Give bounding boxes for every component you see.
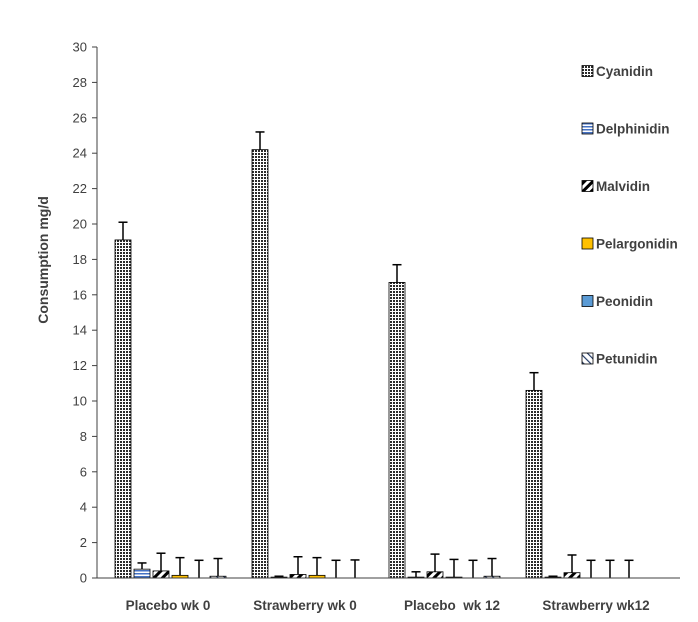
bar	[289, 574, 307, 579]
y-tick-label: 18	[73, 252, 87, 267]
bar	[388, 282, 406, 579]
y-tick-label: 4	[80, 500, 87, 515]
legend-item: Cyanidin	[581, 64, 653, 79]
bar-group	[251, 131, 363, 579]
bar	[426, 571, 444, 579]
legend-label: Malvidin	[596, 179, 650, 194]
legend-item: Peonidin	[581, 294, 653, 309]
legend-item: Pelargonidin	[581, 237, 678, 252]
legend-label: Cyanidin	[596, 64, 653, 79]
legend-swatch	[581, 295, 594, 307]
legend-item: Petunidin	[581, 352, 658, 367]
legend-swatch	[581, 237, 594, 250]
bar-group	[525, 371, 634, 579]
y-tick-label: 10	[73, 394, 87, 409]
legend-swatch	[581, 180, 594, 192]
y-tick-label: 0	[80, 571, 87, 586]
bar	[251, 149, 269, 579]
y-tick-label: 16	[73, 287, 87, 302]
y-tick-label: 12	[73, 358, 87, 373]
legend: Cyanidin Delphinidin Malvidin Pelargonidin P…	[581, 64, 678, 367]
bar	[563, 572, 581, 579]
y-tick-label: 6	[80, 464, 87, 479]
legend-item: Malvidin	[581, 179, 650, 194]
x-tick-label: Placebo wk 12	[404, 598, 500, 613]
legend-item: Delphinidin	[581, 122, 670, 137]
legend-label: Peonidin	[596, 294, 653, 309]
legend-label: Pelargonidin	[596, 237, 678, 252]
y-tick-label: 24	[73, 146, 87, 161]
legend-label: Delphinidin	[596, 122, 670, 137]
y-tick-label: 28	[73, 75, 87, 90]
bar	[525, 389, 543, 579]
bar	[114, 239, 132, 579]
x-tick-label: Placebo wk 0	[126, 598, 211, 613]
bar	[152, 570, 170, 579]
x-tick-label: Strawberry wk 0	[253, 598, 357, 613]
axes	[96, 47, 680, 579]
category-labels: Placebo wk 0 Strawberry wk 0 Placebo wk 12…	[126, 598, 650, 613]
y-tick-label: 14	[73, 323, 87, 338]
y-tick-label: 2	[80, 535, 87, 550]
x-tick-label: Strawberry wk12	[542, 598, 649, 613]
y-tick-label: 22	[73, 181, 87, 196]
y-tick-label: 30	[73, 40, 87, 55]
legend-swatch	[581, 65, 594, 77]
legend-label: Petunidin	[596, 352, 658, 367]
bar	[133, 568, 151, 579]
y-tick-label: 26	[73, 110, 87, 125]
y-axis-title: Consumption mg/d	[35, 196, 51, 324]
legend-swatch	[581, 122, 594, 135]
bar-groups	[114, 131, 634, 579]
legend-swatch	[581, 352, 594, 365]
y-tick-label: 20	[73, 217, 87, 232]
bar-group	[114, 221, 227, 579]
y-tick-label: 8	[80, 429, 87, 444]
bar-group	[388, 263, 501, 579]
